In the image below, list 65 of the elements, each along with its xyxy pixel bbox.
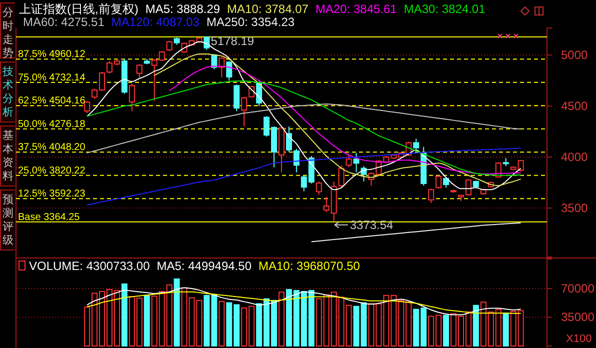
bar	[144, 294, 150, 346]
bar	[472, 304, 479, 346]
candlestick	[166, 40, 172, 52]
ref-line-label: Base 3364.25	[18, 212, 80, 223]
y-tick-label: 35000	[561, 310, 595, 324]
candlestick	[286, 126, 292, 152]
side-tab: 基本资料	[0, 126, 16, 186]
candlestick	[218, 58, 225, 78]
candlestick	[346, 154, 352, 168]
candlestick	[84, 100, 90, 114]
annotation: 3373.54	[350, 218, 394, 232]
text: MA10: 3784.07	[227, 2, 309, 16]
side-tab: 预测评级	[0, 190, 16, 250]
line-series	[86, 287, 522, 316]
y-tick-label: 70000	[561, 281, 595, 296]
line-series	[154, 54, 522, 186]
candlestick	[316, 181, 322, 196]
line-series	[86, 291, 522, 314]
candlestick	[428, 188, 434, 204]
bar	[278, 292, 284, 346]
text: MA60: 4275.51	[23, 15, 105, 29]
line-series	[86, 103, 522, 154]
candlestick	[338, 164, 344, 188]
candlestick	[293, 148, 300, 173]
text: MA120: 4087.03	[111, 15, 200, 29]
y-tick-label: 4000	[561, 150, 588, 164]
ref-line-label: 75.0% 4732.14	[18, 72, 86, 84]
ref-line-label: 50.0% 4276.18	[18, 118, 86, 130]
series-label: MA5: 4499494.50	[156, 259, 252, 273]
y-tick-label: 5000	[561, 48, 588, 62]
ref-line-label: 37.5% 4048.20	[18, 142, 86, 154]
candlestick	[226, 60, 232, 82]
bar	[121, 283, 128, 346]
legend-label: VOLUME: 4300733.00	[29, 259, 150, 273]
candlestick	[234, 84, 240, 112]
bar	[174, 278, 180, 346]
ref-line-label: 87.5% 4960.12	[18, 49, 86, 60]
candlestick	[136, 64, 142, 78]
bar	[218, 300, 225, 346]
annotation: 5178.19	[210, 34, 254, 48]
line-series	[86, 148, 522, 206]
text: MA250: 3354.23	[206, 15, 295, 29]
line-series	[86, 80, 522, 176]
y-tick-label: 4500	[561, 98, 588, 113]
candlestick	[436, 174, 442, 190]
text: MA10: 3968070.50	[258, 259, 360, 273]
ref-line-label: 62.5% 4504.16	[18, 96, 86, 107]
y-tick-label: 3500	[561, 200, 588, 215]
chart-title: 上证指数(日线,前复权)	[19, 2, 138, 16]
candlestick	[413, 138, 420, 150]
candlestick	[241, 96, 248, 127]
ref-line-label: 12.5% 3592.23	[18, 188, 86, 200]
ref-line-label: 25.0% 3820.22	[18, 165, 86, 176]
candlestick	[128, 83, 135, 112]
bar	[502, 312, 509, 346]
candlestick	[204, 36, 210, 50]
text: MA30: 3824.01	[404, 2, 486, 16]
y-axis-title: X100	[566, 333, 592, 345]
candlestick	[353, 152, 360, 173]
text: MA20: 3845.61	[315, 2, 398, 16]
line-series	[310, 222, 522, 242]
bar	[443, 314, 450, 346]
text: MA5: 3888.29	[145, 2, 220, 16]
side-tab: 分时走势	[0, 2, 16, 60]
side-tab: 技术分析	[0, 62, 16, 122]
